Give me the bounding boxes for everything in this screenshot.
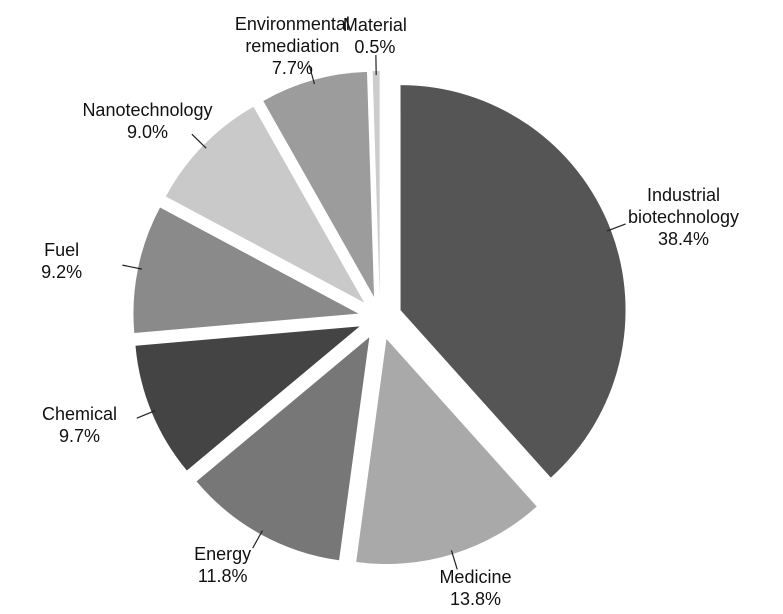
pie-slice — [372, 71, 380, 297]
category-label: Nanotechnology — [82, 99, 213, 120]
pie-slice — [133, 207, 359, 333]
pie-slice — [263, 71, 375, 297]
leader-line — [606, 223, 626, 232]
leader-line — [450, 550, 458, 570]
category-label: Industrial biotechnology — [627, 185, 740, 228]
leader-line — [308, 64, 316, 85]
slice-label: Environmental remediation 7.7% — [217, 13, 367, 79]
value-label: 13.8% — [449, 588, 501, 609]
leader-line — [122, 264, 143, 270]
leader-line — [252, 530, 263, 549]
slice-label: Chemical 9.7% — [4, 403, 154, 447]
pie-slice — [400, 85, 626, 478]
value-label: 0.5% — [354, 37, 396, 58]
value-label: 9.2% — [41, 262, 83, 283]
slice-label: Industrial biotechnology 38.4% — [609, 184, 759, 250]
category-label: Chemical — [41, 404, 117, 425]
value-label: 11.8% — [197, 565, 248, 586]
value-label: 9.0% — [126, 121, 169, 142]
category-label: Environmental remediation — [234, 14, 350, 57]
category-label: Medicine — [439, 566, 512, 587]
pie-slice — [135, 326, 360, 471]
pie-slice — [196, 337, 370, 561]
category-label: Fuel — [44, 240, 80, 261]
value-label: 38.4% — [657, 229, 710, 250]
slice-label: Material 0.5% — [300, 14, 450, 58]
leader-line — [136, 409, 156, 419]
leader-line — [191, 133, 207, 149]
pie-slice — [165, 106, 365, 303]
category-label: Energy — [194, 543, 252, 564]
slice-label: Fuel 9.2% — [0, 239, 137, 283]
pie-slice — [356, 339, 537, 565]
category-label: Material — [342, 15, 407, 36]
slice-label: Nanotechnology 9.0% — [73, 99, 223, 143]
value-label: 7.7% — [271, 58, 313, 79]
slice-label: Medicine 13.8% — [400, 566, 550, 610]
value-label: 9.7% — [58, 426, 100, 447]
slice-label: Energy 11.8% — [148, 543, 298, 587]
